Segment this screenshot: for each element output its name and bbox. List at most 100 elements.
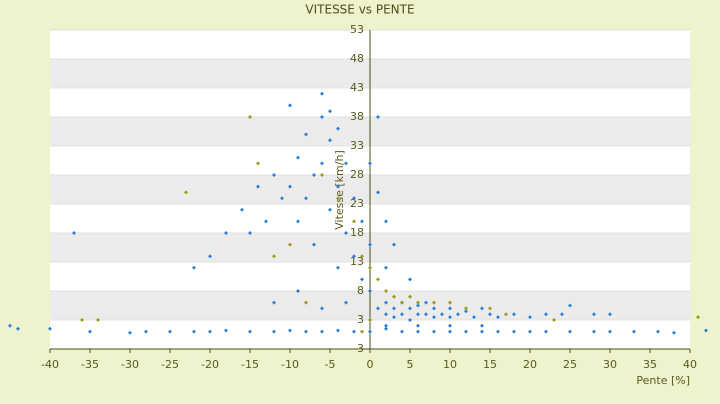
point: [392, 306, 396, 311]
point: [544, 329, 548, 334]
point: [288, 242, 292, 247]
point: [544, 312, 548, 317]
point: [208, 254, 212, 259]
point: [384, 265, 388, 270]
point: [504, 312, 508, 317]
point: [144, 329, 148, 334]
point: [432, 329, 436, 334]
point: [608, 329, 612, 334]
point: [480, 323, 484, 328]
y-tick-label: 53: [350, 23, 364, 36]
x-axis-label: Pente [%]: [636, 374, 690, 387]
point: [320, 173, 324, 177]
point: [384, 312, 388, 317]
x-tick-label: 0: [367, 358, 374, 371]
point: [360, 254, 364, 259]
x-tick-label: 10: [443, 358, 457, 371]
point: [312, 173, 316, 177]
point: [368, 289, 372, 293]
point: [352, 329, 356, 334]
point: [368, 318, 372, 322]
x-tick-label: -15: [241, 358, 259, 371]
point: [440, 312, 444, 317]
point: [384, 323, 388, 328]
point: [400, 300, 404, 305]
y-tick-label: 3: [357, 313, 364, 326]
point: [168, 329, 172, 334]
point: [432, 315, 436, 320]
point: [248, 329, 252, 334]
x-tick-label: -5: [325, 358, 336, 371]
point: [568, 329, 572, 334]
point: [328, 138, 332, 143]
point: [416, 312, 420, 317]
point: [392, 315, 396, 320]
point: [360, 219, 364, 224]
point: [272, 254, 276, 259]
point: [368, 265, 372, 270]
point: [632, 329, 636, 334]
point: [408, 306, 412, 311]
point: [288, 184, 292, 189]
point: [328, 207, 332, 212]
point: [432, 300, 436, 305]
point: [392, 242, 396, 247]
point: [608, 312, 612, 317]
point: [464, 309, 468, 314]
y-tick-label: 28: [350, 168, 364, 181]
point: [368, 161, 372, 166]
point: [368, 242, 372, 247]
point: [384, 300, 388, 305]
x-tick-label: 5: [407, 358, 414, 371]
point: [392, 294, 396, 299]
point: [48, 326, 52, 331]
point: [384, 219, 388, 224]
point: [408, 277, 412, 282]
x-tick-label: -20: [201, 358, 219, 371]
point: [496, 315, 500, 320]
point: [272, 173, 276, 177]
y-tick-label: 48: [350, 52, 364, 65]
point: [416, 323, 420, 328]
point: [304, 329, 308, 334]
point: [424, 300, 428, 305]
point: [352, 196, 356, 201]
point: [496, 329, 500, 334]
point: [336, 265, 340, 270]
point: [184, 190, 188, 195]
point: [320, 306, 324, 311]
point: [8, 323, 12, 328]
point: [592, 329, 596, 334]
point: [552, 318, 556, 322]
point: [296, 155, 300, 160]
point: [360, 277, 364, 282]
x-tick-label: 25: [563, 358, 577, 371]
y-tick-label: 13: [350, 255, 364, 268]
point: [288, 103, 292, 108]
point: [464, 329, 468, 334]
point: [528, 315, 532, 320]
point: [376, 115, 380, 119]
y-tick-label: 38: [350, 110, 364, 123]
point: [72, 231, 76, 235]
point: [80, 318, 84, 322]
point: [248, 115, 252, 119]
point: [448, 323, 452, 328]
point: [192, 265, 196, 270]
point: [272, 300, 276, 305]
point: [464, 306, 468, 311]
point: [416, 300, 420, 305]
x-tick-label: -40: [41, 358, 59, 371]
point: [320, 329, 324, 334]
x-tick-label: -25: [161, 358, 179, 371]
point: [488, 306, 492, 311]
x-tick-label: 15: [483, 358, 497, 371]
point: [224, 231, 228, 235]
x-tick-label: 30: [603, 358, 617, 371]
point: [416, 303, 420, 308]
point: [384, 289, 388, 293]
point: [304, 132, 308, 137]
point: [592, 312, 596, 317]
point: [344, 161, 348, 166]
